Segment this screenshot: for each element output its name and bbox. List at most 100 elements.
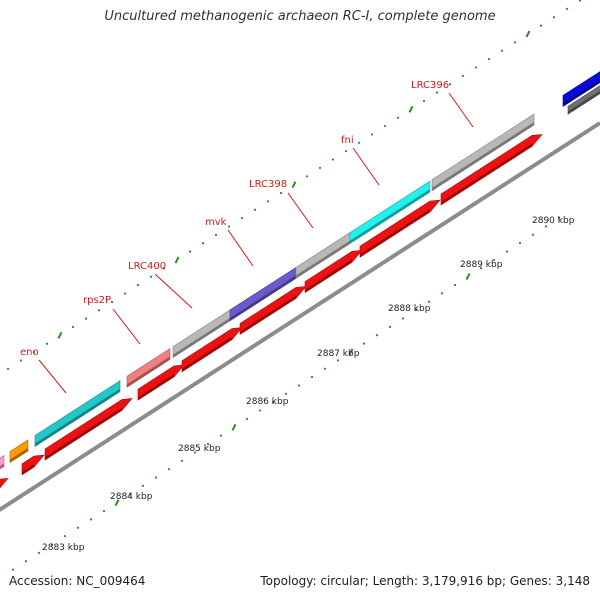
scale-dot	[383, 124, 387, 128]
gene-label: mvk	[205, 217, 227, 228]
scale-dot	[201, 242, 205, 245]
scale-dot	[565, 7, 569, 10]
scale-tick	[408, 105, 414, 113]
gene-label: LRC400	[128, 261, 166, 272]
scale-dot	[227, 225, 231, 228]
gene-label: rps2P	[83, 295, 111, 306]
scale-dot	[539, 24, 543, 27]
scale-dot	[279, 191, 283, 195]
scale-dot	[305, 175, 309, 178]
cds-arrow[interactable]	[304, 250, 363, 294]
cds-arrow[interactable]	[21, 454, 45, 476]
scale-dot	[32, 351, 36, 354]
gene-fni[interactable]	[349, 180, 431, 245]
scale-label: 2888 kbp	[388, 304, 431, 314]
gene-lrc396[interactable]	[431, 113, 535, 192]
scale-label: 2889 kbp	[460, 260, 503, 270]
scale-dot	[544, 225, 548, 228]
scale-dot	[518, 242, 522, 245]
cds-arrow[interactable]	[137, 364, 185, 401]
cds-arrow[interactable]	[359, 199, 441, 258]
scale-dot	[492, 258, 496, 261]
scale-dot	[162, 267, 166, 270]
scale-dot	[448, 83, 452, 86]
scale-dot	[370, 133, 374, 136]
scale-dot	[45, 342, 49, 345]
scale-dot	[375, 334, 379, 337]
scale-dot	[110, 300, 114, 303]
gene-rps2p[interactable]	[126, 347, 171, 388]
gene-label: fni	[341, 135, 354, 146]
scale-dot	[24, 560, 28, 563]
scale-dot	[336, 359, 340, 362]
scale-label: 2885 kbp	[178, 444, 221, 454]
scale-dot	[505, 250, 509, 253]
scale-tick	[348, 348, 354, 356]
scale-label: 2887 kbp	[317, 349, 360, 359]
cds-arrow[interactable]	[181, 327, 243, 373]
scale-dot	[479, 267, 483, 270]
scale-dot	[89, 518, 93, 521]
scale-dot	[331, 158, 335, 161]
scale-dot	[97, 309, 101, 312]
scale-dot	[578, 0, 582, 2]
backbone-line	[0, 121, 600, 512]
scale-dot	[552, 16, 556, 19]
scale-dot	[474, 66, 478, 69]
scale-dot	[102, 509, 106, 513]
scale-label: 2890 kbp	[532, 216, 575, 226]
scale-dot	[149, 275, 153, 278]
scale-label: 2886 kbp	[246, 397, 289, 407]
scale-dot	[500, 49, 504, 52]
gene-orange[interactable]	[9, 439, 29, 464]
gene-blue[interactable]	[562, 65, 600, 107]
gene-leader-line	[287, 192, 314, 229]
scale-dot	[141, 484, 145, 488]
gene-pink[interactable]	[0, 454, 5, 481]
scale-dot	[136, 284, 140, 287]
scale-dot	[193, 451, 197, 454]
scale-dot	[240, 217, 244, 220]
scale-dot	[362, 342, 366, 345]
scale-tick	[57, 331, 63, 339]
scale-dot	[167, 468, 171, 471]
gene-leader-line	[38, 359, 67, 394]
scale-dot	[557, 216, 561, 220]
scale-dot	[414, 308, 418, 312]
cds-arrow[interactable]	[239, 286, 307, 335]
scale-dot	[440, 292, 444, 295]
gene-leader-line	[154, 273, 193, 309]
scale-dot	[271, 401, 275, 404]
gene-eno[interactable]	[34, 380, 121, 448]
scale-dot	[128, 493, 132, 496]
cds-arrow[interactable]	[0, 477, 9, 495]
scale-tick	[231, 423, 237, 431]
gene-label: LRC396	[411, 80, 449, 91]
scale-dot	[84, 317, 88, 320]
scale-tick	[291, 181, 297, 189]
scale-dot	[219, 434, 223, 437]
scale-dot	[513, 41, 517, 44]
cds-arrow[interactable]	[44, 398, 133, 461]
scale-dot	[37, 551, 41, 554]
scale-dot	[297, 384, 301, 387]
scale-dot	[396, 116, 400, 119]
gene-dark-gray[interactable]	[567, 79, 600, 115]
scale-dot	[422, 99, 426, 103]
cds-arrow[interactable]	[440, 134, 543, 206]
gene-leader-line	[352, 147, 380, 186]
gene-label: eno	[20, 347, 39, 358]
genome-title: Uncultured methanogenic archaeon RC-I, c…	[104, 9, 496, 24]
scale-dot	[323, 367, 327, 370]
scale-dot	[19, 359, 23, 362]
scale-dot	[245, 417, 249, 421]
scale-dot	[401, 317, 405, 320]
scale-tick	[525, 30, 531, 38]
scale-dot	[63, 535, 67, 538]
scale-dot	[6, 367, 10, 370]
scale-dot	[266, 200, 270, 203]
gene-label: LRC398	[249, 179, 287, 190]
gene-leader-line	[112, 308, 141, 345]
scale-dot	[453, 283, 457, 287]
